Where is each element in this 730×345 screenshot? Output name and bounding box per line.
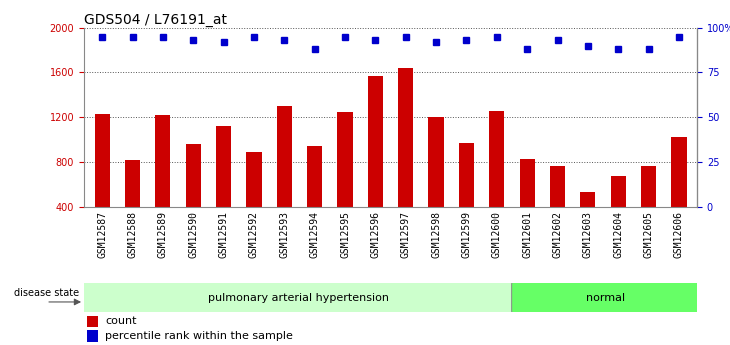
Bar	[580, 193, 596, 252]
Bar	[87, 315, 98, 327]
Bar	[277, 106, 292, 252]
Bar	[398, 68, 413, 252]
Text: GSM12594: GSM12594	[310, 211, 320, 258]
Bar	[672, 137, 686, 252]
Text: GSM12599: GSM12599	[461, 211, 472, 258]
Text: pulmonary arterial hypertension: pulmonary arterial hypertension	[208, 293, 389, 303]
Text: GSM12602: GSM12602	[553, 211, 563, 258]
Text: GSM12589: GSM12589	[158, 211, 168, 258]
Text: GSM12604: GSM12604	[613, 211, 623, 258]
Bar	[246, 152, 261, 252]
Text: GSM12588: GSM12588	[128, 211, 137, 258]
Text: count: count	[105, 316, 137, 326]
Text: GSM12601: GSM12601	[522, 211, 532, 258]
Text: percentile rank within the sample: percentile rank within the sample	[105, 331, 293, 341]
Bar	[368, 76, 383, 252]
Text: GSM12603: GSM12603	[583, 211, 593, 258]
Bar	[185, 144, 201, 252]
Text: normal: normal	[585, 293, 625, 303]
Bar	[216, 126, 231, 252]
Bar	[95, 114, 110, 252]
Text: GSM12587: GSM12587	[97, 211, 107, 258]
Text: GSM12591: GSM12591	[218, 211, 228, 258]
Bar	[337, 112, 353, 252]
Text: GSM12595: GSM12595	[340, 211, 350, 258]
Text: disease state: disease state	[14, 288, 79, 298]
Text: GSM12598: GSM12598	[431, 211, 441, 258]
Bar	[429, 117, 444, 252]
Text: GSM12600: GSM12600	[492, 211, 502, 258]
Text: GSM12605: GSM12605	[644, 211, 653, 258]
Text: GSM12597: GSM12597	[401, 211, 411, 258]
Text: GSM12606: GSM12606	[674, 211, 684, 258]
Text: GSM12592: GSM12592	[249, 211, 259, 258]
Text: GSM12590: GSM12590	[188, 211, 199, 258]
Bar	[87, 330, 98, 342]
Bar	[641, 166, 656, 252]
Bar	[489, 110, 504, 252]
Text: GSM12596: GSM12596	[370, 211, 380, 258]
FancyBboxPatch shape	[81, 281, 515, 314]
Text: GDS504 / L76191_at: GDS504 / L76191_at	[84, 12, 227, 27]
Bar	[155, 115, 171, 252]
Bar	[125, 160, 140, 252]
FancyBboxPatch shape	[512, 281, 699, 314]
Text: GSM12593: GSM12593	[280, 211, 289, 258]
Bar	[307, 146, 322, 252]
Bar	[610, 176, 626, 252]
Bar	[459, 143, 474, 252]
Bar	[550, 166, 565, 252]
Bar	[520, 159, 535, 252]
